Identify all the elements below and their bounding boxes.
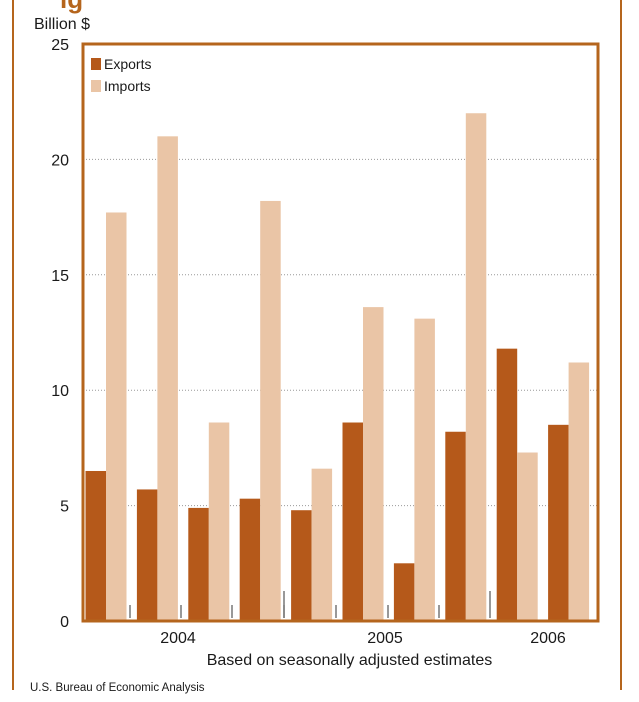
import-bar [363,307,384,621]
import-bar [311,468,333,621]
import-bar [260,200,281,621]
legend-label: Imports [104,78,151,94]
export-bar [239,498,261,621]
y-tick-label: 25 [51,37,69,54]
import-bar [568,362,590,621]
export-bar [445,431,466,621]
import-bar [517,452,538,621]
export-bar [393,563,415,621]
legend-swatch [91,80,101,92]
legend-label: Exports [104,56,151,72]
y-tick-label: 15 [51,268,69,285]
footnote: Based on seasonally adjusted estimates [206,652,493,669]
export-bar [342,422,363,621]
export-bar [85,470,106,621]
import-bar [208,422,230,621]
legend-swatch [91,58,101,70]
plot-border [81,42,600,623]
y-tick-label: 0 [60,614,69,631]
y-tick-label: 20 [51,152,69,169]
export-bar [548,424,569,621]
import-bar [157,136,178,621]
import-bar [465,113,487,622]
legend: Exports Imports [91,56,151,94]
export-bar [136,489,158,621]
y-axis-label: Billion $ [34,16,91,33]
axes: 0 5 10 15 20 25 2004 2005 2006 [51,37,600,647]
source-credit: U.S. Bureau of Economic Analysis [30,682,205,694]
export-bar [496,348,518,621]
bars [85,113,590,622]
import-bar [414,318,435,621]
x-tick-label: 2006 [530,630,566,647]
export-bar [188,507,209,621]
import-bar [106,212,127,621]
y-tick-label: 5 [60,499,69,516]
chart-title-fragment: ig [60,0,83,15]
y-tick-label: 10 [51,383,69,400]
x-tick-label: 2005 [367,630,403,647]
export-bar [291,510,312,621]
x-tick-label: 2004 [160,630,196,647]
figure-frame [12,0,622,690]
